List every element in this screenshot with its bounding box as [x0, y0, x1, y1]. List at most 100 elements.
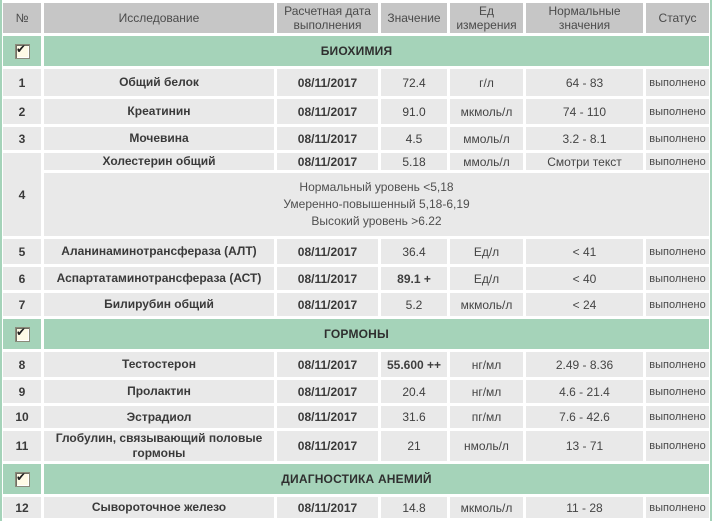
row-number: 10	[3, 406, 41, 428]
normal-range-cell: 2.49 - 8.36	[526, 352, 643, 377]
study-name: Билирубин общий	[44, 293, 274, 316]
normal-range-cell: < 24	[526, 293, 643, 316]
table-row: 7 Билирубин общий 08/11/2017 5.2 мкмоль/…	[3, 293, 709, 316]
section-row-biochemistry: ✔ БИОХИМИЯ	[3, 36, 709, 66]
study-name: Эстрадиол	[44, 406, 274, 428]
unit-cell: Ед/л	[450, 267, 523, 290]
normal-range-cell: 11 - 28	[526, 497, 643, 518]
section-title-biochemistry: БИОХИМИЯ	[44, 36, 709, 66]
unit-cell: ммоль/л	[450, 153, 523, 170]
row-number: 11	[3, 431, 41, 461]
table-header-row: № Исследование Расчетная дата выполнения…	[3, 3, 709, 33]
status-cell: выполнено	[646, 497, 709, 518]
value-cell: 14.8	[381, 497, 447, 518]
status-cell: выполнено	[646, 352, 709, 377]
row-number: 4	[3, 153, 41, 236]
table-row: 5 Аланинаминотрансфераза (АЛТ) 08/11/201…	[3, 239, 709, 264]
value-cell: 36.4	[381, 239, 447, 264]
value-cell: 5.2	[381, 293, 447, 316]
unit-cell: мкмоль/л	[450, 293, 523, 316]
row-number: 6	[3, 267, 41, 290]
section-row-anemia: ✔ ДИАГНОСТИКА АНЕМИЙ	[3, 464, 709, 494]
table-row: 8 Тестостерон 08/11/2017 55.600 ++ нг/мл…	[3, 352, 709, 377]
status-cell: выполнено	[646, 293, 709, 316]
date-cell: 08/11/2017	[277, 99, 378, 124]
table-row: 4 Холестерин общий 08/11/2017 5.18 ммоль…	[3, 153, 709, 236]
date-cell: 08/11/2017	[277, 153, 378, 170]
cholesterol-note-row: Нормальный уровень <5,18 Умеренно-повыше…	[3, 173, 709, 236]
status-cell: выполнено	[646, 99, 709, 124]
value-cell: 4.5	[381, 127, 447, 150]
normal-range-cell: 64 - 83	[526, 69, 643, 96]
row-number: 5	[3, 239, 41, 264]
table-row: 12 Сывороточное железо 08/11/2017 14.8 м…	[3, 497, 709, 518]
normal-range-cell: 3.2 - 8.1	[526, 127, 643, 150]
date-cell: 08/11/2017	[277, 239, 378, 264]
date-cell: 08/11/2017	[277, 497, 378, 518]
value-cell: 91.0	[381, 99, 447, 124]
study-name: Сывороточное железо	[44, 497, 274, 518]
value-cell: 5.18	[381, 153, 447, 170]
value-cell: 72.4	[381, 69, 447, 96]
normal-range-cell: < 41	[526, 239, 643, 264]
date-cell: 08/11/2017	[277, 406, 378, 428]
row-number: 1	[3, 69, 41, 96]
unit-cell: пг/мл	[450, 406, 523, 428]
section-title-hormones: ГОРМОНЫ	[44, 319, 709, 349]
unit-cell: мкмоль/л	[450, 99, 523, 124]
value-cell-flagged: 89.1 +	[381, 267, 447, 290]
unit-cell: нмоль/л	[450, 431, 523, 461]
row-number: 12	[3, 497, 41, 518]
col-header-date: Расчетная дата выполнения	[277, 3, 378, 33]
status-cell: выполнено	[646, 127, 709, 150]
section-checkbox-cell[interactable]: ✔	[3, 36, 41, 66]
normal-range-cell: < 40	[526, 267, 643, 290]
unit-cell: г/л	[450, 69, 523, 96]
table-row: 3 Мочевина 08/11/2017 4.5 ммоль/л 3.2 - …	[3, 127, 709, 150]
col-header-status: Статус	[646, 3, 709, 33]
checkbox-checked-icon[interactable]: ✔	[15, 470, 30, 487]
status-cell: выполнено	[646, 153, 709, 170]
normal-range-cell: 7.6 - 42.6	[526, 406, 643, 428]
study-name: Пролактин	[44, 380, 274, 403]
table-row: 6 Аспартатаминотрансфераза (АСТ) 08/11/2…	[3, 267, 709, 290]
col-header-normal: Нормальные значения	[526, 3, 643, 33]
row-number: 3	[3, 127, 41, 150]
value-cell: 31.6	[381, 406, 447, 428]
study-name: Креатинин	[44, 99, 274, 124]
study-name: Аспартатаминотрансфераза (АСТ)	[44, 267, 274, 290]
unit-cell: мкмоль/л	[450, 497, 523, 518]
date-cell: 08/11/2017	[277, 69, 378, 96]
date-cell: 08/11/2017	[277, 267, 378, 290]
section-title-anemia: ДИАГНОСТИКА АНЕМИЙ	[44, 464, 709, 494]
note-line: Нормальный уровень <5,18	[299, 180, 454, 194]
status-cell: выполнено	[646, 406, 709, 428]
normal-range-cell: Смотри текст	[526, 153, 643, 170]
study-name: Тестостерон	[44, 352, 274, 377]
status-cell: выполнено	[646, 431, 709, 461]
section-checkbox-cell[interactable]: ✔	[3, 319, 41, 349]
study-name: Общий белок	[44, 69, 274, 96]
unit-cell: ммоль/л	[450, 127, 523, 150]
date-cell: 08/11/2017	[277, 293, 378, 316]
unit-cell: нг/мл	[450, 380, 523, 403]
row-number: 7	[3, 293, 41, 316]
date-cell: 08/11/2017	[277, 380, 378, 403]
date-cell: 08/11/2017	[277, 127, 378, 150]
study-name: Мочевина	[44, 127, 274, 150]
section-checkbox-cell[interactable]: ✔	[3, 464, 41, 494]
table-row: 11 Глобулин, связывающий половые гормоны…	[3, 431, 709, 461]
study-name: Холестерин общий	[44, 153, 274, 170]
col-header-value: Значение	[381, 3, 447, 33]
note-line: Умеренно-повышенный 5,18-6,19	[283, 197, 470, 211]
checkbox-checked-icon[interactable]: ✔	[15, 42, 30, 59]
table-row: 1 Общий белок 08/11/2017 72.4 г/л 64 - 8…	[3, 69, 709, 96]
study-name: Глобулин, связывающий половые гормоны	[44, 431, 274, 461]
status-cell: выполнено	[646, 380, 709, 403]
checkbox-checked-icon[interactable]: ✔	[15, 325, 30, 342]
table-row: 10 Эстрадиол 08/11/2017 31.6 пг/мл 7.6 -…	[3, 406, 709, 428]
table-row: 9 Пролактин 08/11/2017 20.4 нг/мл 4.6 - …	[3, 380, 709, 403]
study-name: Аланинаминотрансфераза (АЛТ)	[44, 239, 274, 264]
row-number: 2	[3, 99, 41, 124]
